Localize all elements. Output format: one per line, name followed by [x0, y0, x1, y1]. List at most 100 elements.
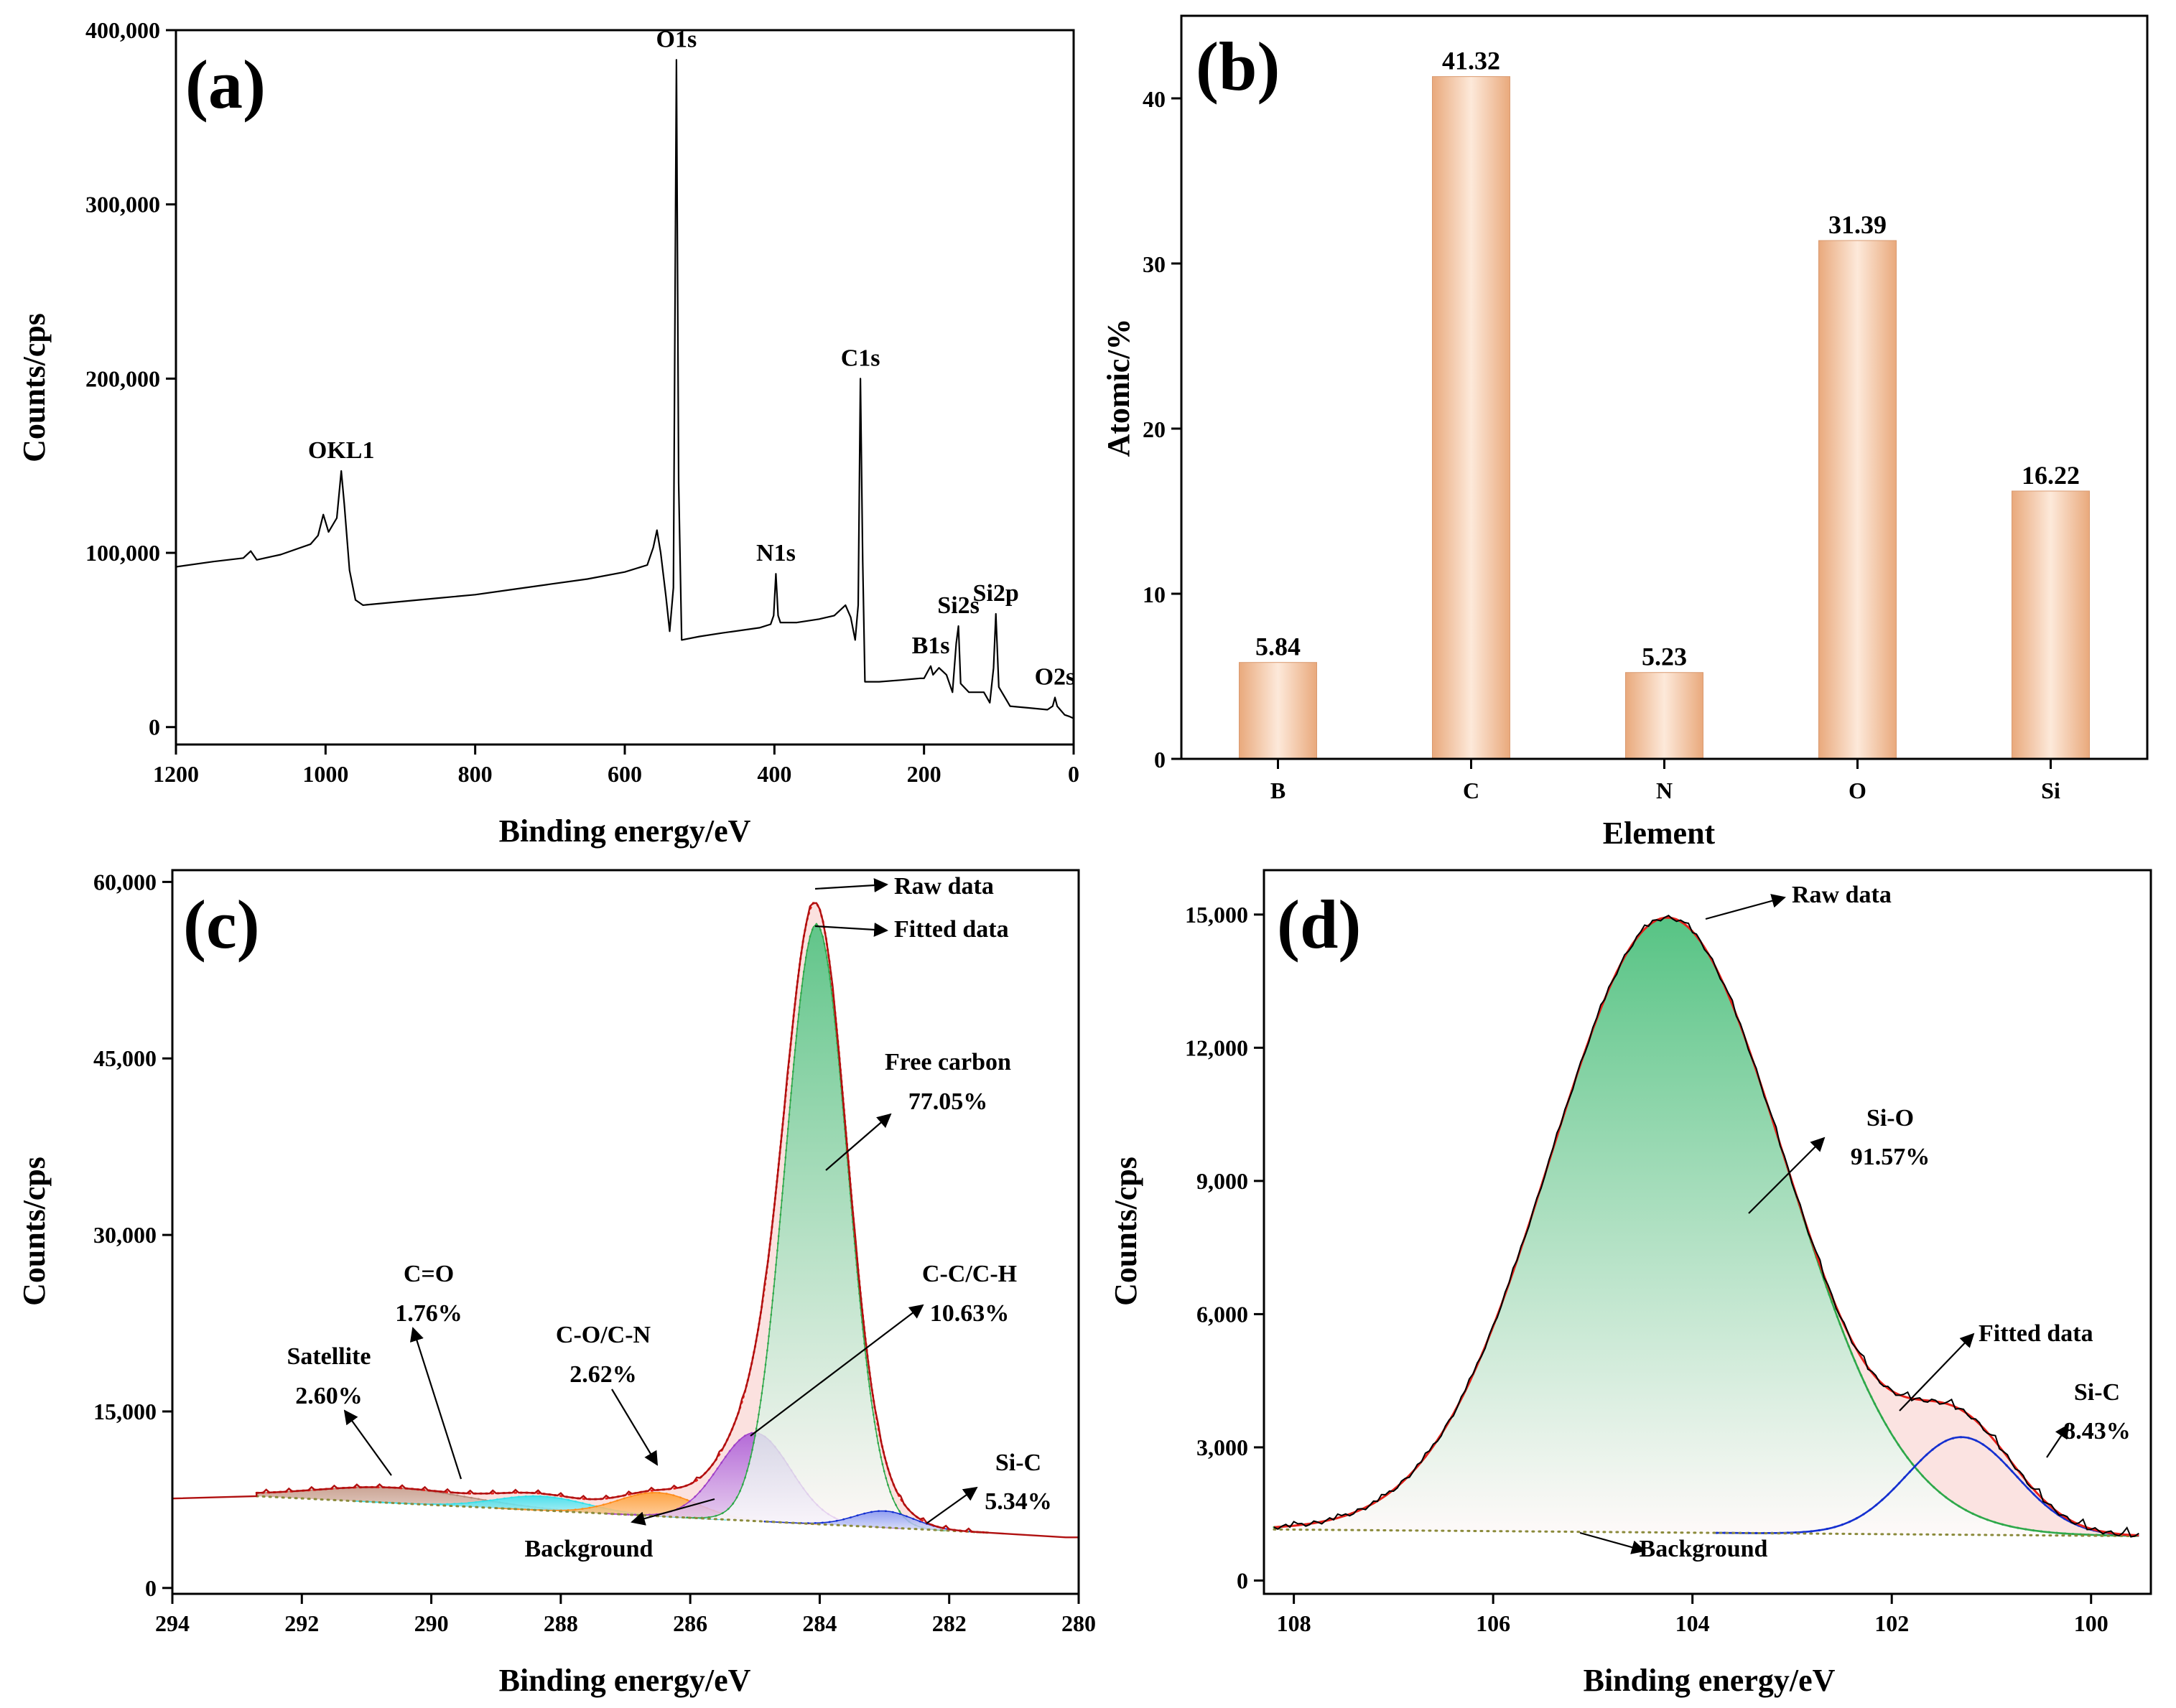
- background-line: [1273, 1528, 2140, 1538]
- panel-b-plot-frame: [1180, 14, 2149, 760]
- bar-value-label-O: 31.39: [1828, 210, 1887, 239]
- x-tick-label-102: 102: [1874, 1610, 1909, 1636]
- panel-a-label: (a): [185, 46, 266, 123]
- y-tick-label-12000: 12,000: [1185, 1035, 1248, 1060]
- panel-c-plot-frame: [171, 869, 1080, 1595]
- panel-d-plot-frame: [1263, 869, 2152, 1595]
- y-tick-label-45000: 45,000: [93, 1045, 157, 1071]
- peak-label-c1s: C1s: [841, 345, 880, 371]
- y-tick-label-30: 30: [1143, 251, 1166, 277]
- x-tick-label-104: 104: [1675, 1610, 1710, 1636]
- panel-a-survey-spectrum: 1200 1000 800 600 400 200 0 0 100,000 200,000 300,…: [17, 17, 1079, 849]
- x-tick-label-106: 106: [1476, 1610, 1510, 1636]
- survey-spectrum-line: [175, 59, 1074, 719]
- y-tick-label-300000: 300,000: [85, 192, 160, 218]
- panel-d-si2p-spectrum: 108 106 104 102 100 0 3,000 6,000 9,000 12,000 15,…: [1108, 869, 2152, 1698]
- bar-C: [1432, 76, 1510, 760]
- x-tick-label-0: 0: [1068, 761, 1079, 787]
- peak-label-o2s: O2s: [1035, 663, 1076, 690]
- y-tick-label-15000: 15,000: [93, 1399, 157, 1424]
- panel-d-fitted-data-label: Fitted data: [1979, 1320, 2093, 1347]
- panel-d-marks: [1273, 894, 2140, 1554]
- x-tick-label-200: 200: [907, 761, 941, 787]
- y-tick-label-20: 20: [1143, 416, 1166, 442]
- panel-c-sic-percent: 5.34%: [985, 1488, 1052, 1515]
- raw-data-line: [171, 902, 1080, 1588]
- panel-c-ylabel: Counts/cps: [17, 1157, 52, 1306]
- arrow-raw-data: [1705, 894, 1786, 920]
- arrow-fitted-data: [814, 923, 888, 937]
- arrow-raw-data: [814, 878, 888, 892]
- bar-value-label-C: 41.32: [1442, 47, 1500, 75]
- panel-d-sio-percent: 91.57%: [1851, 1144, 1930, 1170]
- raw-data-line: [1273, 915, 2139, 1538]
- bar-value-label-N: 5.23: [1642, 643, 1687, 671]
- panel-c-co-cn-label: C-O/C-N: [556, 1322, 651, 1348]
- y-tick-label-10: 10: [1143, 582, 1166, 607]
- x-tick-label-N: N: [1656, 778, 1673, 803]
- arrow-satellite: [343, 1409, 392, 1476]
- bar-Si: [2012, 490, 2090, 760]
- panel-c-ticks: 294 292 290 288 286 284 282 280 0 15,000 30,000 45,…: [93, 869, 1096, 1636]
- panel-d-sic-label: Si-C: [2074, 1379, 2120, 1406]
- panel-d-ylabel: Counts/cps: [1108, 1157, 1143, 1306]
- panel-c-satellite-percent: 2.60%: [295, 1383, 363, 1409]
- x-tick-label-600: 600: [608, 761, 642, 787]
- peak-label-si2p: Si2p: [973, 580, 1019, 607]
- panel-b-ylabel: Atomic/%: [1101, 318, 1136, 457]
- y-tick-label-60000: 60,000: [93, 869, 157, 895]
- panel-a-ticks: 1200 1000 800 600 400 200 0 0 100,000 200,000 300,…: [85, 17, 1079, 787]
- panel-c-marks: [171, 878, 1080, 1588]
- arrow-sic: [926, 1486, 978, 1524]
- y-tick-label-100000: 100,000: [85, 540, 160, 566]
- peak-label-b1s: B1s: [912, 633, 950, 659]
- panel-c-fitted-data-label: Fitted data: [894, 916, 1009, 943]
- y-tick-label-9000: 9,000: [1196, 1168, 1248, 1194]
- panel-b-label: (b): [1196, 28, 1280, 105]
- arrow-background: [631, 1498, 715, 1526]
- y-tick-label-15000: 15,000: [1185, 902, 1248, 928]
- panel-d-ticks: 108 106 104 102 100 0 3,000 6,000 9,000 12,000 15,…: [1185, 902, 2108, 1636]
- x-tick-label-O: O: [1849, 778, 1866, 803]
- x-tick-label-290: 290: [414, 1610, 449, 1636]
- x-tick-label-1200: 1200: [153, 761, 199, 787]
- y-tick-label-6000: 6,000: [1196, 1301, 1248, 1327]
- x-tick-label-282: 282: [932, 1610, 967, 1636]
- panel-a-xlabel: Binding energy/eV: [499, 813, 751, 849]
- x-tick-label-Si: Si: [2041, 778, 2060, 803]
- component-dots-si-o: [1273, 916, 2140, 1537]
- panel-c-raw-data-label: Raw data: [894, 873, 994, 900]
- arrow-free-carbon: [825, 1113, 892, 1171]
- panel-d-background-label: Background: [1640, 1536, 1768, 1562]
- panel-c-co-label: C=O: [404, 1261, 454, 1287]
- arrow-fitted-data: [1899, 1333, 1975, 1411]
- panel-c-free-carbon-label: Free carbon: [885, 1049, 1011, 1075]
- panel-c-satellite-label: Satellite: [287, 1343, 371, 1370]
- x-tick-label-288: 288: [544, 1610, 578, 1636]
- panel-c-co-percent: 1.76%: [395, 1300, 462, 1327]
- panel-a-ylabel: Counts/cps: [17, 313, 52, 462]
- component-area-free-carbon: [687, 924, 947, 1531]
- peak-label-si2s: Si2s: [937, 592, 980, 619]
- bar-B: [1239, 662, 1317, 760]
- x-tick-label-B: B: [1270, 778, 1285, 803]
- arrow-co-cn: [611, 1389, 659, 1466]
- x-tick-label-800: 800: [458, 761, 493, 787]
- panel-c-sic-label: Si-C: [995, 1450, 1041, 1476]
- peak-label-okl1: OKL1: [308, 437, 375, 464]
- panel-c-c1s-spectrum: 294 292 290 288 286 284 282 280 0 15,000 30,000 45,…: [17, 869, 1096, 1698]
- panel-a-plot-frame: [175, 29, 1075, 746]
- peak-label-n1s: N1s: [756, 540, 796, 566]
- bar-O: [1818, 240, 1897, 760]
- y-tick-label-3000: 3,000: [1196, 1434, 1248, 1460]
- panel-d-sio-label: Si-O: [1866, 1105, 1914, 1131]
- bar-value-label-B: 5.84: [1255, 633, 1301, 661]
- y-tick-label-0: 0: [145, 1575, 157, 1601]
- x-tick-label-286: 286: [673, 1610, 707, 1636]
- panel-c-label: (c): [183, 886, 260, 963]
- y-tick-label-400000: 400,000: [85, 17, 160, 43]
- background-line: [255, 1495, 990, 1534]
